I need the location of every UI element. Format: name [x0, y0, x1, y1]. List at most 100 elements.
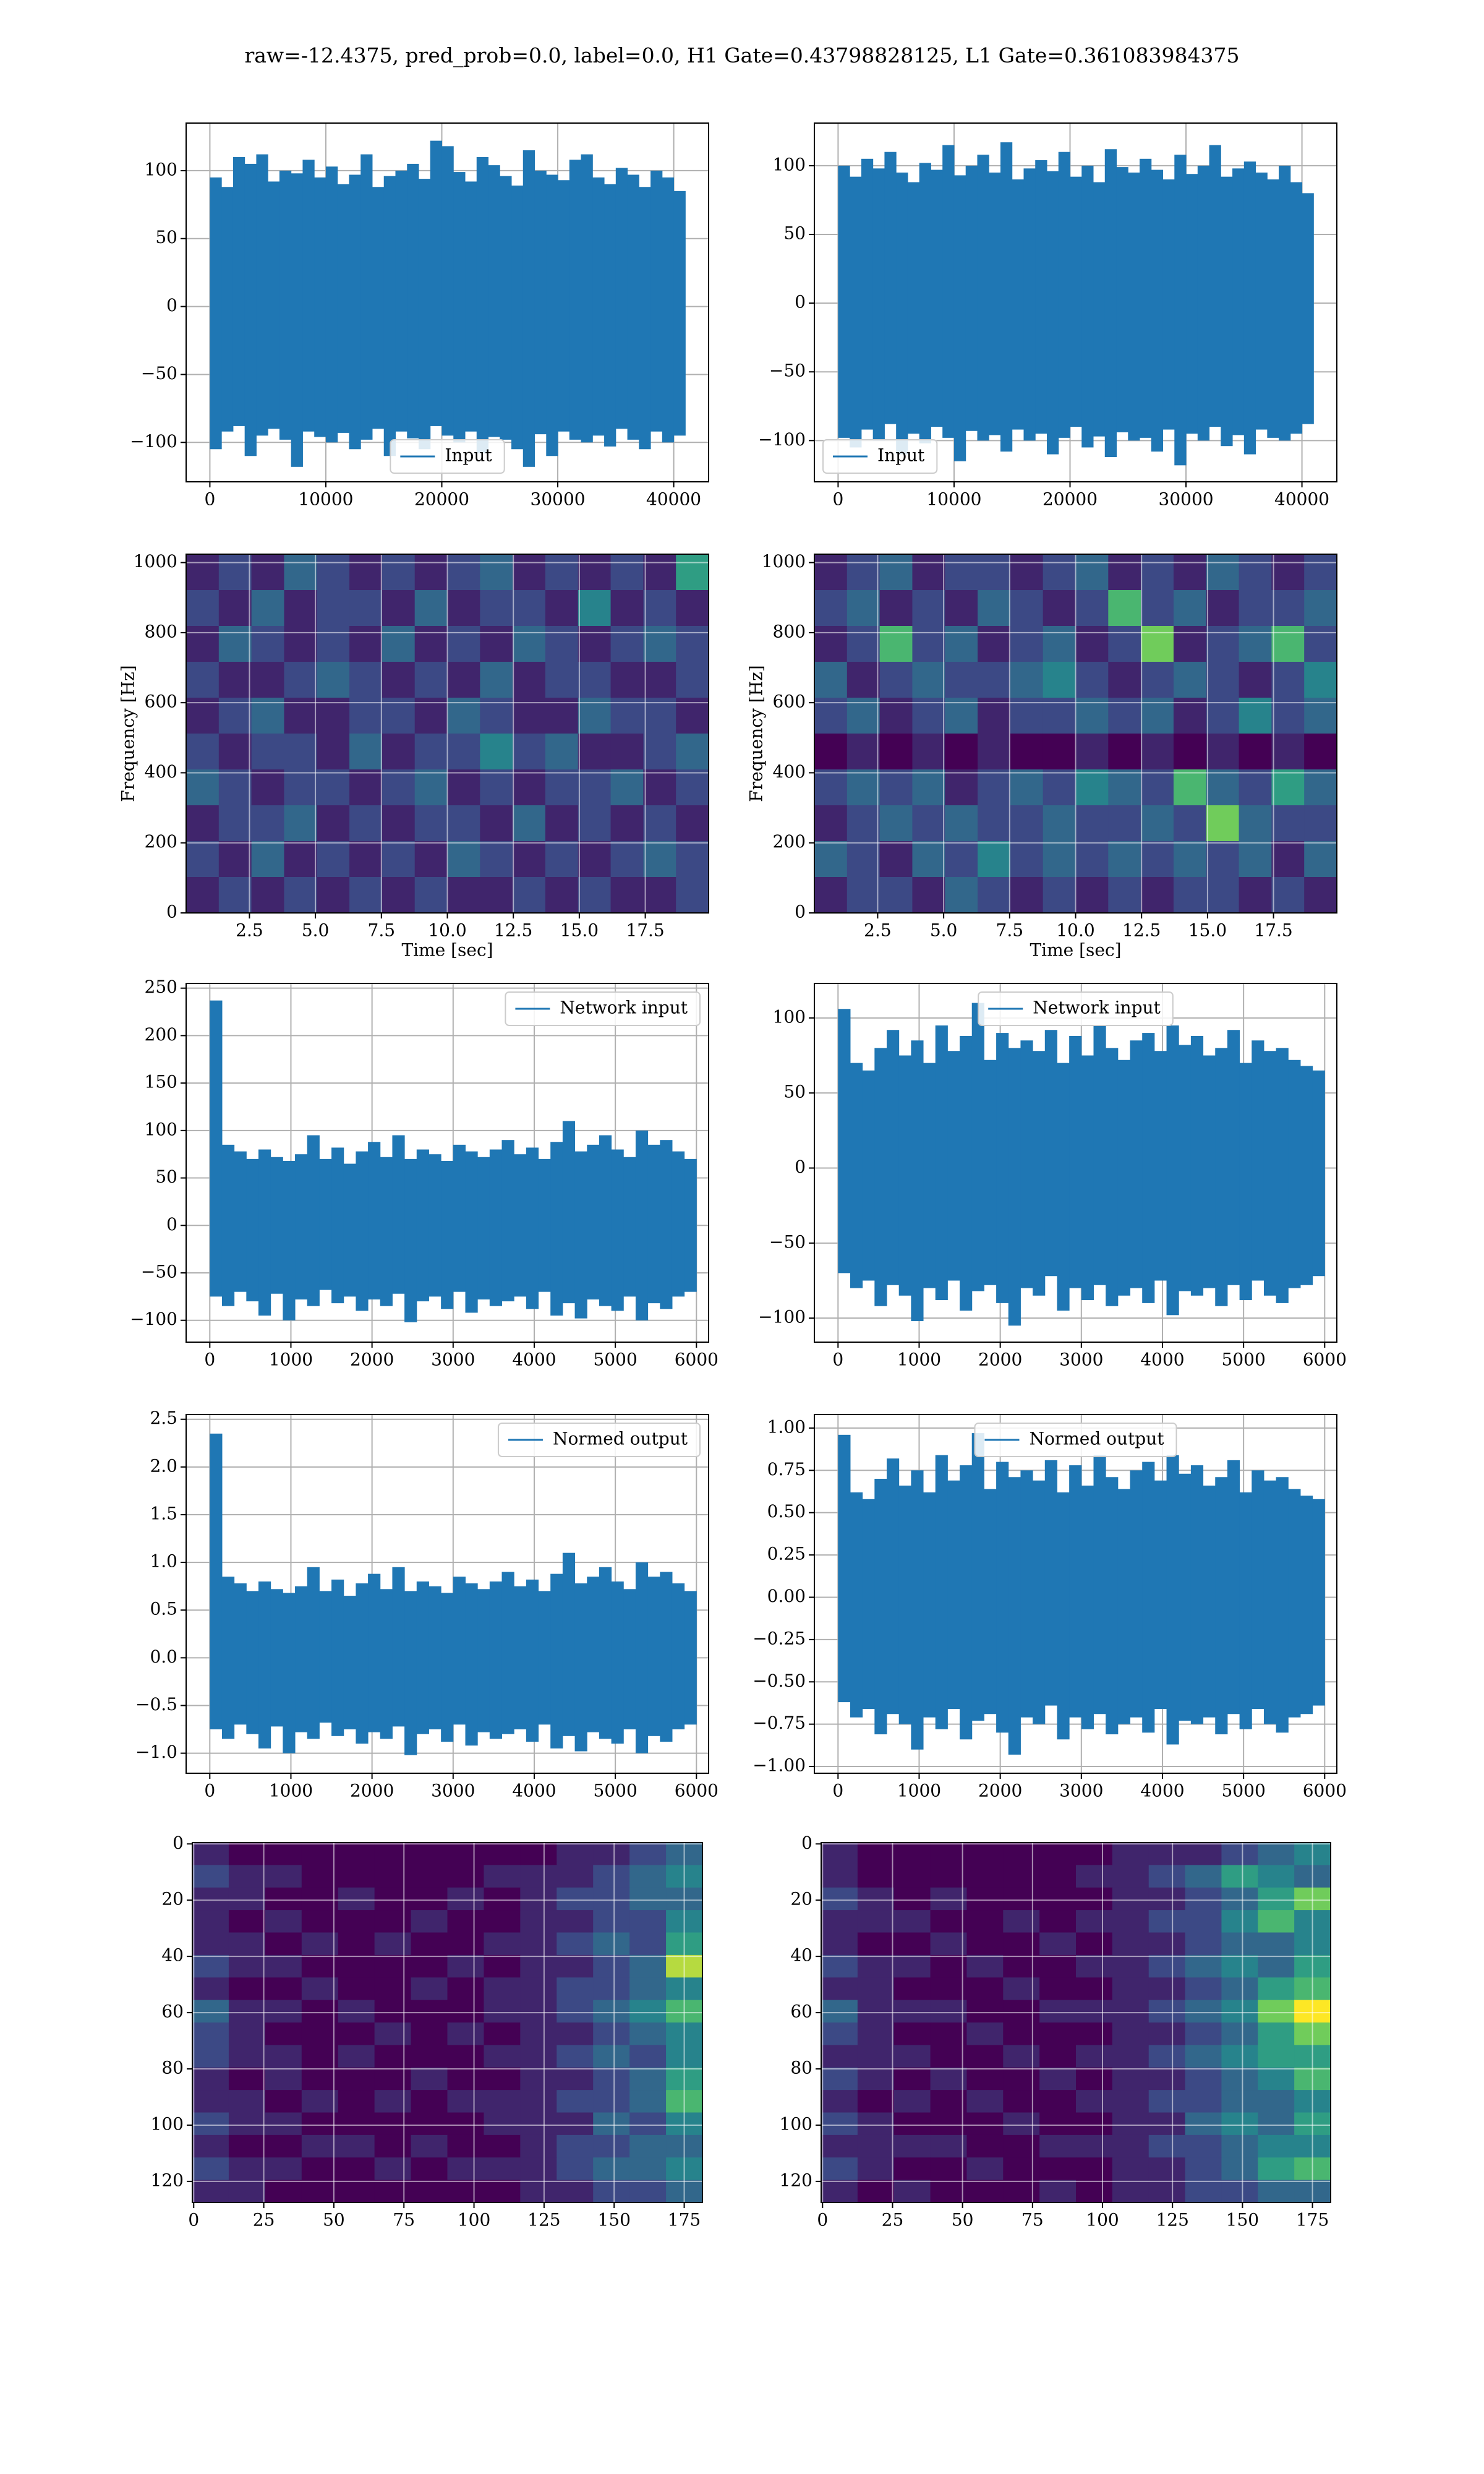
signal-band — [337, 184, 349, 433]
heat-cell — [879, 626, 913, 662]
signal-band — [441, 1160, 454, 1309]
heat-cell — [447, 1977, 485, 2001]
x-tick-label: 2000 — [978, 1350, 1022, 1370]
x-tick-label: 7.5 — [368, 920, 396, 941]
heat-cell — [930, 2045, 968, 2068]
heat-cell — [893, 2000, 931, 2023]
x-tick-label: 6000 — [1303, 1781, 1347, 1801]
signal-band — [1104, 149, 1117, 457]
heat-cell — [265, 1977, 302, 2001]
heat-cell — [893, 2045, 931, 2068]
heat-cell — [338, 2067, 375, 2091]
heat-cell — [374, 2000, 412, 2023]
heat-cell — [1258, 1932, 1295, 1956]
heat-cell — [578, 841, 612, 878]
y-tick-label: 0 — [166, 1214, 177, 1235]
heat-cell — [1206, 734, 1240, 770]
heat-cell — [338, 2180, 375, 2203]
heat-cell — [1258, 2067, 1295, 2091]
y-tick-label: 80 — [790, 2058, 812, 2078]
heat-cell — [317, 877, 350, 914]
signal-band — [210, 1000, 223, 1297]
heat-cell — [411, 2157, 448, 2181]
signal-band — [383, 176, 396, 456]
heat-cell — [1112, 2180, 1149, 2203]
heat-cell — [338, 1865, 375, 1888]
signal-band — [977, 155, 989, 441]
heat-cell — [1039, 1910, 1077, 1933]
heat-cell — [846, 662, 881, 698]
heat-cell — [966, 2000, 1004, 2023]
heat-cell — [284, 877, 317, 914]
heat-cell — [301, 2112, 339, 2136]
heat-cell — [520, 1932, 557, 1956]
signal-band — [1267, 179, 1279, 438]
signal-band — [971, 1003, 984, 1291]
heat-cell — [821, 1865, 858, 1888]
heat-cell — [610, 877, 644, 914]
heat-cell — [1043, 626, 1077, 662]
heat-cell — [1076, 1954, 1113, 1978]
heat-cell — [414, 734, 448, 770]
heat-cell — [846, 734, 881, 770]
signal-band — [1186, 174, 1198, 434]
heat-cell — [1043, 554, 1077, 591]
heat-cell — [1221, 1865, 1258, 1888]
y-tick-label: 0 — [166, 902, 177, 922]
x-tick-label: 125 — [527, 2210, 560, 2230]
heat-cell — [629, 2045, 667, 2068]
heat-cell — [966, 2134, 1004, 2158]
heat-cell — [447, 877, 480, 914]
heat-cell — [411, 2022, 448, 2045]
heat-cell — [411, 2067, 448, 2091]
signal-band — [838, 1434, 851, 1703]
heat-cell — [228, 1910, 266, 1933]
signal-band — [874, 1048, 887, 1306]
heat-cell — [374, 2022, 412, 2045]
x-tick-label: 6000 — [675, 1350, 719, 1370]
signal-band — [416, 1149, 429, 1302]
heat-cell — [676, 662, 709, 698]
legend-box — [505, 991, 701, 1026]
heat-cell — [284, 734, 317, 770]
signal-band — [887, 1458, 900, 1714]
heat-cell — [945, 805, 978, 842]
signal-band — [1044, 1460, 1057, 1706]
heat-cell — [893, 2180, 931, 2203]
heat-cell — [447, 1887, 485, 1911]
heat-cell — [821, 1977, 858, 2001]
heat-cell — [1039, 1977, 1077, 2001]
signal-band — [1276, 1048, 1289, 1303]
signal-band — [307, 1135, 320, 1306]
heat-cell — [447, 1910, 485, 1933]
signal-band — [1154, 1051, 1167, 1281]
heat-cell — [945, 841, 978, 878]
heat-cell — [821, 2067, 858, 2091]
y-tick-label: −0.5 — [135, 1694, 177, 1714]
heat-cell — [556, 1865, 594, 1888]
heat-cell — [484, 2090, 521, 2113]
heat-cell — [1108, 734, 1141, 770]
signal-band — [611, 1149, 624, 1311]
heat-cell — [814, 805, 848, 842]
signal-band — [538, 1158, 551, 1292]
heat-cell — [857, 2090, 895, 2113]
heat-cell — [821, 2157, 858, 2181]
x-tick-label: 30000 — [531, 489, 586, 510]
heat-cell — [966, 2045, 1004, 2068]
heat-cell — [374, 1910, 412, 1933]
heat-cell — [513, 769, 546, 806]
heat-cell — [447, 2180, 485, 2203]
heat-cell — [251, 590, 285, 627]
heat-cell — [610, 769, 644, 806]
heat-cell — [879, 590, 913, 627]
heat-cell — [1239, 626, 1272, 662]
y-tick-label: 50 — [783, 1082, 806, 1102]
heat-cell — [349, 734, 383, 770]
heat-cell — [1304, 805, 1337, 842]
heat-cell — [1148, 1910, 1186, 1933]
y-tick-label: −50 — [769, 361, 806, 381]
heat-cell — [846, 841, 881, 878]
x-tick-label: 0 — [832, 489, 843, 510]
heat-cell — [1112, 2134, 1149, 2158]
